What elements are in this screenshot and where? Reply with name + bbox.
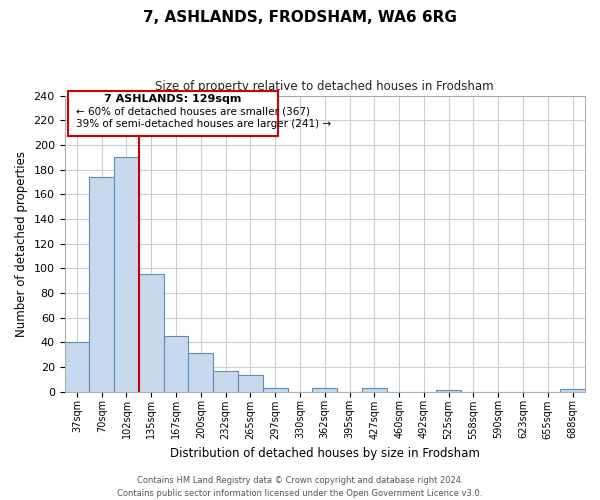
Bar xyxy=(238,376,263,392)
FancyBboxPatch shape xyxy=(68,90,278,136)
Text: 7, ASHLANDS, FRODSHAM, WA6 6RG: 7, ASHLANDS, FRODSHAM, WA6 6RG xyxy=(143,10,457,25)
Bar xyxy=(362,388,387,392)
Text: 39% of semi-detached houses are larger (241) →: 39% of semi-detached houses are larger (… xyxy=(76,119,331,129)
X-axis label: Distribution of detached houses by size in Frodsham: Distribution of detached houses by size … xyxy=(170,447,480,460)
Text: 7 ASHLANDS: 129sqm: 7 ASHLANDS: 129sqm xyxy=(104,94,242,104)
Bar xyxy=(313,388,337,392)
Text: ← 60% of detached houses are smaller (367): ← 60% of detached houses are smaller (36… xyxy=(76,106,310,117)
Title: Size of property relative to detached houses in Frodsham: Size of property relative to detached ho… xyxy=(155,80,494,93)
Y-axis label: Number of detached properties: Number of detached properties xyxy=(15,150,28,336)
Bar xyxy=(263,388,287,392)
Text: Contains HM Land Registry data © Crown copyright and database right 2024.
Contai: Contains HM Land Registry data © Crown c… xyxy=(118,476,482,498)
Bar xyxy=(139,274,164,392)
Bar xyxy=(436,390,461,392)
Bar xyxy=(560,389,585,392)
Bar xyxy=(164,336,188,392)
Bar xyxy=(213,370,238,392)
Bar xyxy=(65,342,89,392)
Bar xyxy=(114,157,139,392)
Bar xyxy=(188,354,213,392)
Bar xyxy=(89,177,114,392)
